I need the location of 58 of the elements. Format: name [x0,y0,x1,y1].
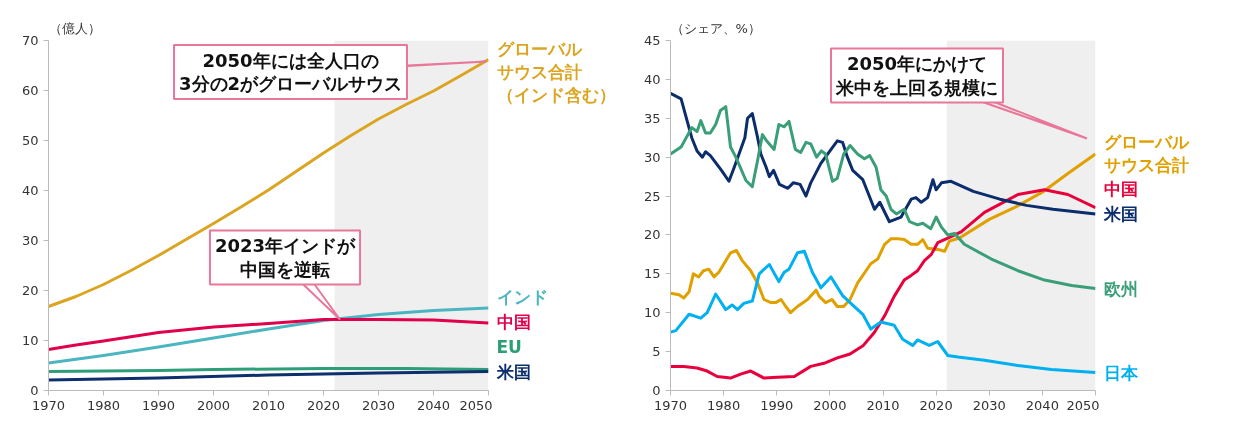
y-tick-label: 30 [21,233,39,248]
y-tick-label: 40 [643,71,661,87]
series-label: 米国 [495,361,531,382]
series-label: EU [496,336,522,357]
line-series [670,152,1096,315]
x-tick-label: 2040 [1025,397,1059,413]
x-tick-label: 1980 [86,397,121,413]
x-tick-label: 2050 [459,397,493,413]
y-tick-label: 45 [643,33,661,48]
y-tick-label: 20 [21,283,39,298]
line-series [670,188,1096,380]
y-tick-label: 10 [643,305,661,321]
x-tick-label: 2010 [866,397,900,413]
x-tick-label: 1980 [707,397,741,413]
line-series [48,306,489,365]
y-tick-label: 0 [30,383,39,398]
y-tick-label: 15 [643,266,661,282]
annotation: 2023年インドが中国を逆転 [214,235,357,280]
x-tick-label: 2040 [416,397,451,413]
y-tick-label: 35 [643,110,661,126]
x-tick-label: 2030 [972,397,1006,413]
x-tick-label: 1970 [653,397,688,413]
line-series [48,318,489,351]
x-tick-label: 1990 [141,397,176,413]
series-label: グローバルサウス合計（インド含む） [496,39,616,105]
y-axis-title: （億人） [48,20,101,36]
y-tick-label: 30 [643,149,661,165]
y-axis-title: （シェア、%） [670,20,761,36]
x-tick-label: 2020 [306,397,341,413]
y-tick-label: 5 [652,344,661,360]
y-tick-label: 70 [21,33,39,48]
series-label: グローバルサウス合計 [1103,131,1190,175]
y-tick-label: 0 [652,383,661,398]
series-label: 中国 [1103,178,1138,199]
y-tick-label: 25 [643,188,661,204]
annotation: 2050年にかけて米中を上回る規模に [835,53,998,98]
x-tick-label: 2030 [361,397,396,413]
y-tick-label: 20 [643,227,661,243]
x-tick-label: 1970 [31,397,66,413]
x-tick-label: 2000 [196,397,231,413]
y-tick-label: 60 [21,83,39,98]
annotation: 2050年には全人口の3分の2がグローバルサウス [178,49,403,95]
line-series [48,370,489,382]
series-label: 米国 [1102,203,1138,224]
series-label: インド [496,286,548,307]
line-series [670,249,1096,375]
series-label: 欧州 [1103,278,1138,299]
series-label: 日本 [1103,362,1139,383]
series-label: 中国 [496,311,531,332]
y-tick-label: 40 [21,183,39,198]
x-tick-label: 2050 [1066,397,1100,413]
x-tick-label: 2010 [251,397,286,413]
y-tick-label: 10 [21,333,39,348]
x-tick-label: 2000 [813,397,847,413]
x-tick-label: 1990 [760,397,794,413]
line-series [670,105,1096,291]
y-tick-label: 50 [21,133,39,148]
x-tick-label: 2020 [919,397,953,413]
